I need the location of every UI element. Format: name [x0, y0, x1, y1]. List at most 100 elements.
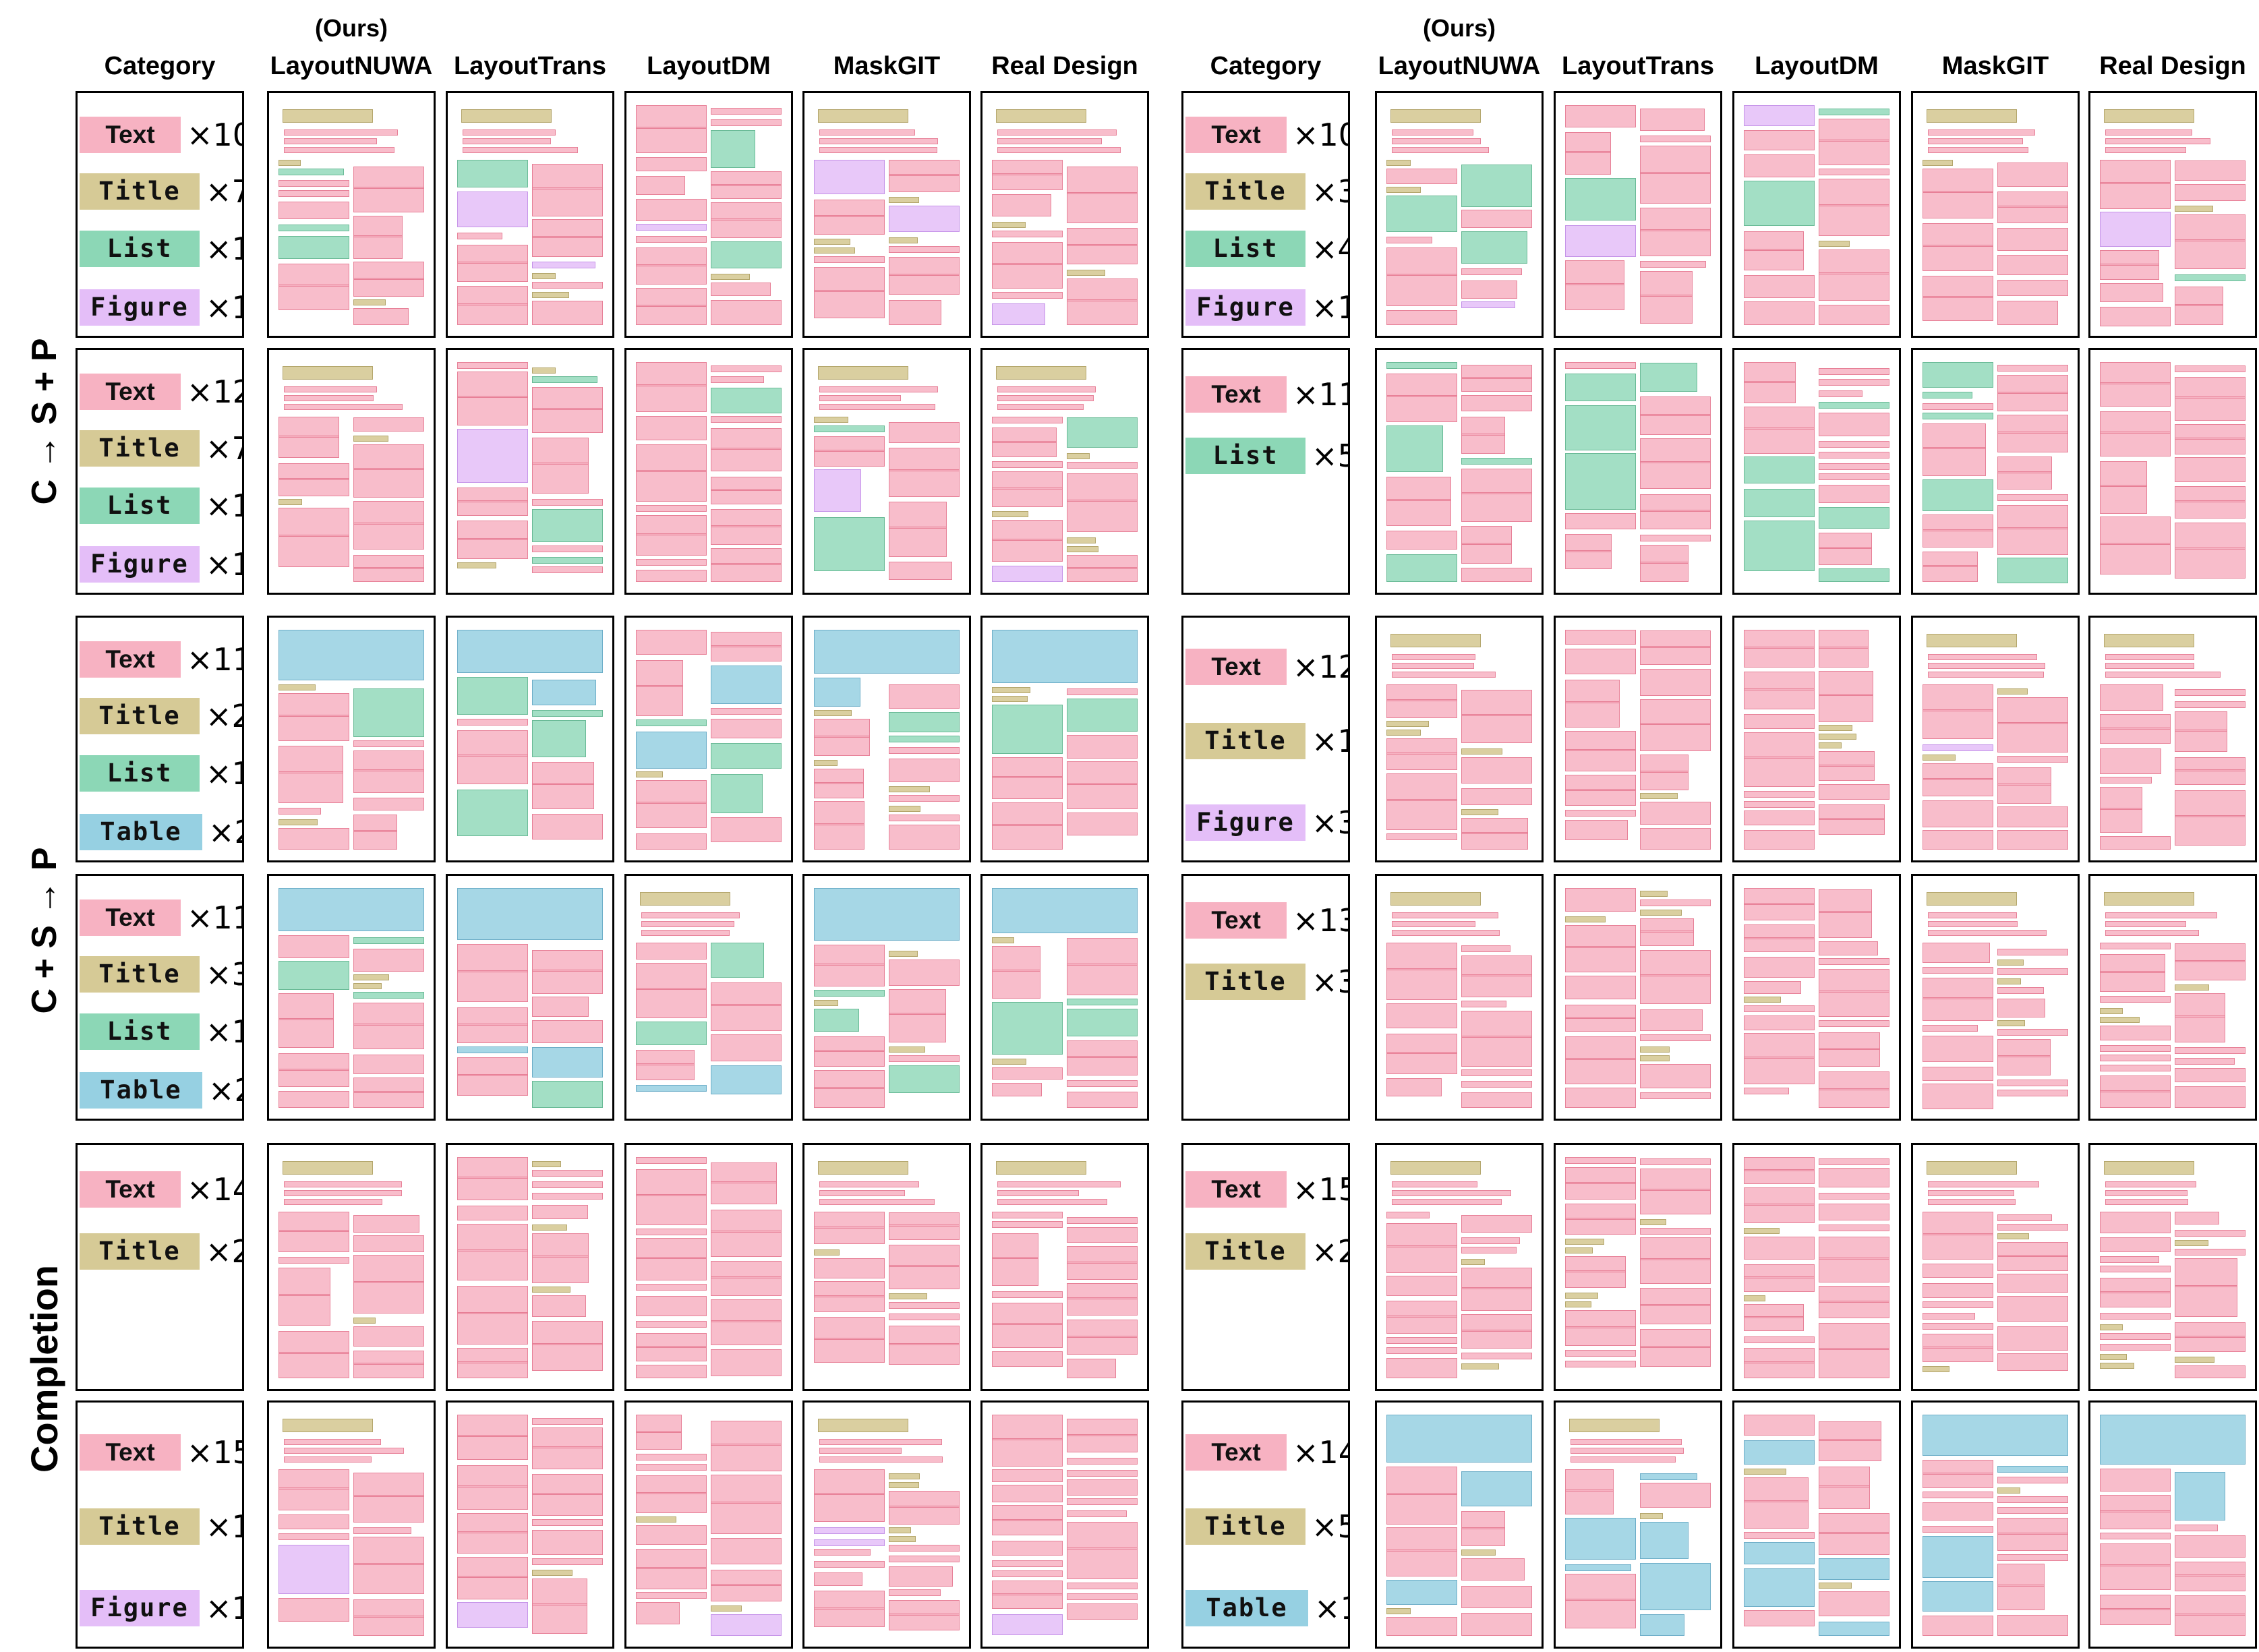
layout-element-list: [889, 711, 960, 732]
layout-element-text: [353, 1326, 424, 1347]
layout-element-text: [814, 1258, 885, 1278]
layout-panel-maskgit: [1911, 91, 2080, 338]
layout-element-text: [1819, 412, 1889, 436]
layout-element-text: [889, 1545, 960, 1552]
layout-element-table: [1640, 1614, 1684, 1636]
layout-element-text: [1640, 1237, 1711, 1285]
layout-element-text-line: [278, 477, 349, 480]
layout-element-text: [997, 1181, 1121, 1187]
layout-element-text-line: [1640, 1189, 1711, 1191]
layout-element-table: [1923, 1581, 1993, 1612]
layout-element-title: [889, 806, 921, 813]
layout-element-text: [1819, 378, 1889, 386]
layout-element-text: [2100, 362, 2171, 407]
layout-element-text: [1386, 530, 1457, 550]
layout-element-text: [353, 948, 424, 972]
layout-element-text: [2175, 1068, 2246, 1082]
layout-element-text-line: [992, 1518, 1063, 1521]
layout-element-title: [1067, 537, 1096, 543]
layout-element-text: [353, 1235, 424, 1252]
layout-element-table: [1386, 1580, 1457, 1605]
layout-element-text-line: [2175, 1613, 2246, 1616]
layout-element-text: [1928, 129, 2036, 136]
layout-element-text-line: [1819, 818, 1885, 821]
layout-element-title: [992, 1059, 1027, 1065]
layout-panel-real-design: [2088, 874, 2257, 1121]
layout-element-title: [1565, 1301, 1592, 1308]
layout-element-text: [2100, 306, 2171, 326]
layout-element-text-line: [1565, 1598, 1636, 1601]
layout-element-text-line: [1461, 974, 1532, 976]
layout-panel-layouttrans: [1554, 1143, 1722, 1391]
layout-element-text: [1997, 1295, 2068, 1322]
category-count-title: ×2: [206, 1233, 242, 1270]
layout-element-text-line: [1461, 1330, 1532, 1332]
layout-element-text: [1819, 473, 1889, 480]
layout-element-text: [2175, 160, 2246, 181]
layout-element-title: [353, 299, 386, 306]
layout-element-title: [532, 291, 570, 298]
layout-element-list: [532, 508, 603, 542]
layout-element-title: [636, 771, 663, 778]
layout-element-list: [711, 774, 763, 814]
layout-element-text: [278, 1267, 331, 1326]
layout-element-text: [457, 719, 528, 726]
layout-element-title: [283, 366, 373, 380]
layout-element-text: [1565, 1574, 1636, 1629]
category-label-figure: Figure: [80, 289, 200, 326]
layout-element-text-line: [1640, 510, 1711, 512]
layout-element-text: [532, 498, 603, 506]
layout-element-figure: [814, 1527, 885, 1534]
layout-element-text: [636, 1463, 707, 1471]
layout-element-text-line: [1461, 433, 1505, 436]
layout-element-title: [2175, 1239, 2209, 1246]
layout-element-text: [1640, 899, 1711, 906]
layout-element-text: [1744, 1610, 1815, 1626]
layout-panel-layouttrans: [446, 616, 614, 862]
layout-element-title: [1067, 270, 1105, 276]
layout-element-list: [1819, 568, 1889, 582]
layout-element-list: [992, 704, 1063, 755]
layout-element-table: [992, 888, 1138, 933]
category-count-title: ×3: [1312, 964, 1348, 1001]
layout-element-text: [1928, 1181, 2040, 1187]
layout-element-text: [992, 1067, 1063, 1080]
layout-element-text: [1997, 255, 2068, 276]
layout-panel-layoutnuwa: [1375, 1400, 1544, 1649]
layout-element-text: [1819, 1158, 1889, 1166]
layout-element-text: [636, 943, 707, 960]
layout-element-text: [711, 1209, 782, 1258]
layout-element-table: [1565, 1518, 1636, 1560]
layout-element-text: [2175, 1047, 2246, 1055]
layout-element-list: [353, 937, 424, 945]
layout-element-text: [2175, 214, 2246, 270]
layout-element-text: [278, 508, 349, 568]
layout-panel-layoutdm: [624, 616, 793, 862]
layout-element-text-line: [1386, 798, 1457, 801]
layout-element-text: [2105, 1199, 2188, 1205]
layout-element-text-line: [992, 823, 1063, 826]
category-count-list: ×1: [206, 1013, 242, 1050]
layout-element-title: [2104, 1161, 2194, 1175]
layout-element-title: [532, 1224, 567, 1231]
layout-element-text: [711, 119, 782, 126]
layout-element-text: [1386, 1275, 1457, 1296]
layout-element-text: [636, 1284, 707, 1291]
layout-element-table: [992, 630, 1138, 683]
layout-element-text: [2175, 1058, 2235, 1065]
layout-element-text: [889, 299, 941, 325]
layout-element-list: [1819, 402, 1889, 409]
layout-element-text: [532, 1529, 603, 1555]
category-label-title: Title: [1185, 964, 1305, 1001]
layout-element-text: [819, 1456, 943, 1463]
layout-element-text: [457, 1157, 528, 1201]
layout-element-text-line: [278, 1352, 349, 1355]
layout-element-list: [1386, 362, 1457, 369]
layout-element-list: [278, 236, 349, 259]
layout-element-table: [1640, 1521, 1689, 1559]
layout-element-text-line: [889, 1013, 946, 1015]
layout-element-text: [819, 1439, 943, 1445]
layout-element-text: [1744, 830, 1815, 850]
layout-element-text: [2100, 1065, 2171, 1072]
layout-element-list: [1565, 373, 1636, 401]
